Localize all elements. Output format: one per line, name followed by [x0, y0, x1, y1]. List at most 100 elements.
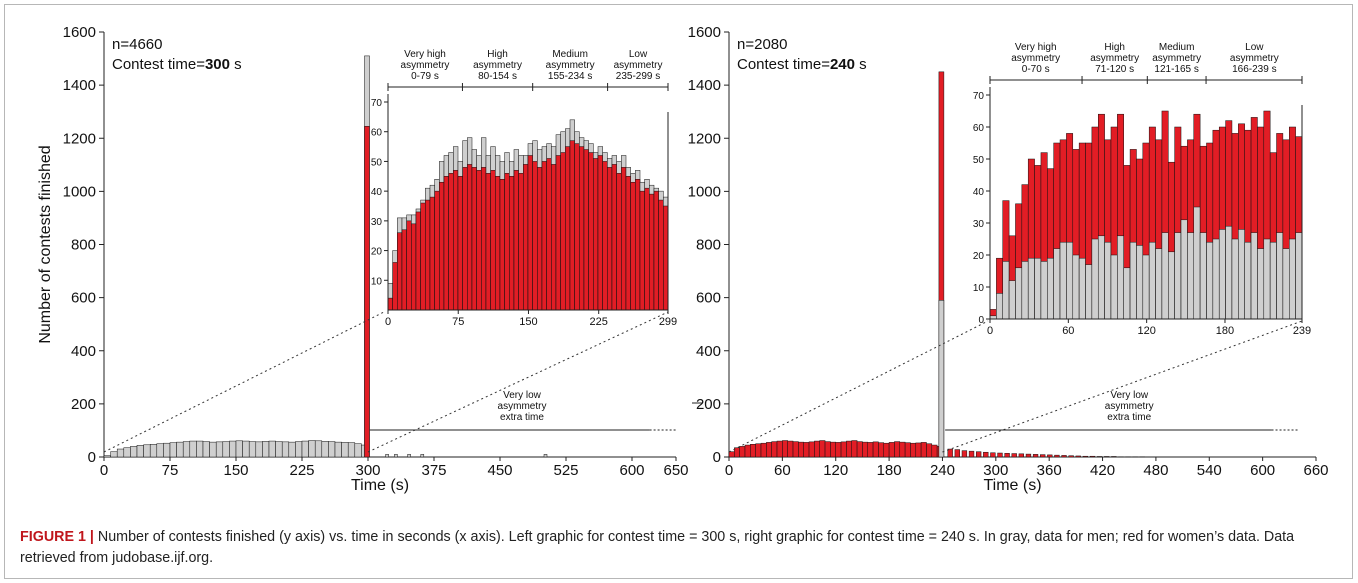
- panel-right-guide: [942, 320, 1303, 453]
- inset-right-gray-bar: [1269, 241, 1277, 320]
- panel-left-y-tick-label: 1000: [63, 183, 96, 200]
- inset-right-gray-bar: [1250, 232, 1258, 320]
- inset-left-red-bar: [551, 164, 557, 311]
- panel-right-extra-bar: [1054, 454, 1060, 458]
- panel-right-bar-women: [830, 441, 836, 458]
- panel-right-bar-women: [846, 440, 852, 458]
- inset-left-zone-label: 80-154 s: [478, 71, 517, 82]
- panel-left-bar-men: [202, 441, 210, 458]
- panel-left-x-tick-label: 600: [619, 462, 644, 479]
- panel-right-extra-label: Very low: [1110, 390, 1149, 401]
- panel-left-bar-men: [354, 443, 362, 458]
- inset-left-red-bar: [658, 199, 664, 311]
- inset-right-gray-bar: [1091, 238, 1099, 320]
- inset-right-gray-bar: [1136, 245, 1144, 320]
- inset-left-red-bar: [611, 164, 617, 311]
- inset-left-red-bar: [653, 190, 659, 311]
- panel-left-bar-men: [215, 441, 224, 458]
- panel-right-bar-women: [835, 442, 842, 458]
- panel-right-bar-women: [782, 440, 788, 458]
- inset-right-gray-bar: [1040, 261, 1048, 320]
- inset-right-gray-bar: [1161, 232, 1169, 320]
- panel-left-peak-women: [364, 126, 370, 458]
- inset-left-red-bar: [588, 152, 594, 311]
- inset-left-red-bar: [425, 199, 431, 311]
- inset-right-gray-bar: [1117, 235, 1124, 320]
- inset-left-zone-label: Medium: [552, 49, 588, 60]
- panel-right-extra-bar: [1075, 455, 1081, 458]
- panel-left-bar-men: [328, 441, 336, 458]
- inset-right-gray-bar: [1174, 232, 1182, 320]
- panel-right-x-tick-label: 600: [1250, 462, 1275, 479]
- inset-right-gray-bar: [1263, 238, 1271, 320]
- inset-right-zone-label: asymmetry: [1230, 53, 1279, 64]
- panel-left-x-tick-label: 0: [100, 462, 108, 479]
- inset-left-red-bar: [457, 176, 463, 311]
- inset-left-red-bar: [481, 167, 487, 311]
- inset-right-y-tick-label: 70: [973, 91, 985, 102]
- inset-right-gray-bar: [1206, 241, 1214, 320]
- panel-right-y-tick-label: 200: [696, 396, 721, 413]
- inset-right-gray-bar: [1142, 254, 1150, 320]
- inset-left-zone-label: Very high: [404, 49, 446, 60]
- inset-right-gray-bar: [1295, 232, 1303, 320]
- panel-left-x-tick-label: 75: [162, 462, 179, 479]
- inset-right-zone-label: asymmetry: [1011, 53, 1060, 64]
- panel-right-bar-women: [856, 441, 863, 458]
- panel-left-x-tick-label: 150: [223, 462, 248, 479]
- panel-left-bar-men: [176, 441, 184, 458]
- panel-right-x-tick-label: 60: [774, 462, 791, 479]
- panel-left-bar-men: [341, 442, 349, 458]
- panel-right-sample-size: n=2080: [737, 36, 787, 53]
- panel-right-extra-bar: [961, 450, 968, 458]
- inset-left-y-tick-label: 30: [371, 217, 383, 228]
- panel-right-bar-women: [926, 443, 933, 458]
- panel-left-y-axis-title: Number of contests finished: [37, 145, 54, 343]
- inset-left-x-tick-label: 0: [385, 316, 391, 328]
- panel-right-extra-bar: [968, 450, 975, 458]
- inset-left-red-bar: [411, 223, 417, 311]
- inset-left-red-bar: [639, 190, 645, 311]
- panel-right-extra-bar: [1040, 454, 1046, 458]
- panel-right-x-tick-label: 180: [877, 462, 902, 479]
- inset-right-gray-bar: [1193, 206, 1201, 320]
- panel-right-bar-women: [771, 441, 778, 458]
- panel-left-x-tick-label: 300: [355, 462, 380, 479]
- inset-left-red-bar: [429, 196, 435, 311]
- inset-left-red-bar: [439, 181, 445, 311]
- panel-left-y-tick-label: 0: [88, 449, 96, 466]
- panel-right-bar-women: [840, 441, 847, 458]
- inset-left-red-bar: [462, 167, 468, 311]
- inset-left-red-bar: [569, 140, 575, 311]
- panel-left-bar-men: [169, 442, 177, 458]
- inset-left-red-bar: [448, 173, 454, 311]
- panel-left-y-tick-label: 1200: [63, 130, 96, 147]
- inset-right-gray-bar: [1257, 248, 1265, 320]
- panel-right-bar-women: [744, 444, 751, 458]
- panel-right-guide: [728, 320, 989, 453]
- panel-right-bar-women: [888, 442, 895, 458]
- panel-right-x-tick-label: 240: [930, 462, 955, 479]
- inset-right-x-tick-label: 180: [1216, 325, 1234, 337]
- panel-left-extra-label: asymmetry: [498, 401, 547, 412]
- inset-left-zone-label: High: [487, 49, 508, 60]
- inset-right-gray-bar: [1027, 257, 1035, 320]
- panel-left-x-tick-label: 650: [663, 462, 688, 479]
- inset-left-red-bar: [401, 229, 407, 311]
- panel-left-x-tick-label: 450: [487, 462, 512, 479]
- inset-left-zone-label: Low: [629, 49, 648, 60]
- inset-right-gray-bar: [1110, 254, 1118, 320]
- panel-left-bar-men: [288, 441, 296, 458]
- panel-right-peak-men: [938, 300, 945, 458]
- inset-right-y-tick-label: 40: [973, 187, 985, 198]
- inset-right-x-tick-label: 0: [987, 325, 993, 337]
- panel-left-bar-men: [143, 444, 151, 458]
- panel-left-bar-men: [235, 440, 243, 458]
- panel-right-bar-women: [872, 441, 879, 458]
- figure-frame: [4, 4, 1353, 579]
- panel-right-bar-women: [798, 441, 804, 458]
- inset-right-x-tick-label: 239: [1293, 325, 1311, 337]
- panel-left-bar-men: [255, 441, 263, 458]
- inset-left-red-bar: [513, 170, 519, 311]
- inset-left-red-bar: [490, 170, 496, 311]
